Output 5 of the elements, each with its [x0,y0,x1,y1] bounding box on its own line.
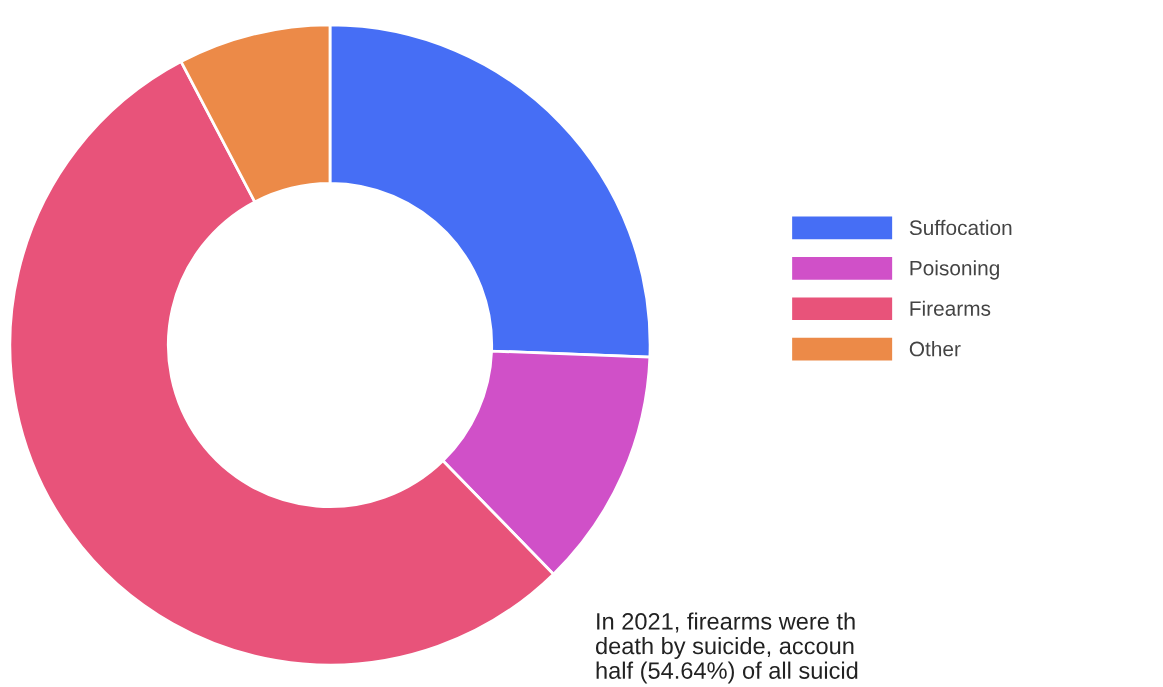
legend-label: Other [909,341,961,357]
legend-label: Poisoning [910,260,999,280]
legend-label: Suffocation [909,219,1012,236]
text: In 2021, firearms were th death by suicide, accoun half (54.64%) of all suicid [595,612,858,684]
legend-label: Firearms [910,300,991,316]
